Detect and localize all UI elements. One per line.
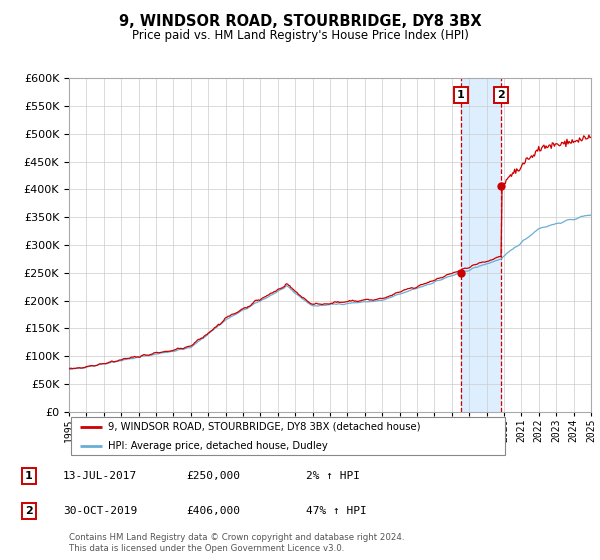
Text: Price paid vs. HM Land Registry's House Price Index (HPI): Price paid vs. HM Land Registry's House …	[131, 29, 469, 42]
Text: 1: 1	[457, 90, 465, 100]
Text: 9, WINDSOR ROAD, STOURBRIDGE, DY8 3BX (detached house): 9, WINDSOR ROAD, STOURBRIDGE, DY8 3BX (d…	[109, 422, 421, 432]
Text: £406,000: £406,000	[186, 506, 240, 516]
Bar	[461, 78, 501, 412]
Text: HPI: Average price, detached house, Dudley: HPI: Average price, detached house, Dudl…	[109, 441, 328, 450]
Text: 2: 2	[25, 506, 32, 516]
Text: 2% ↑ HPI: 2% ↑ HPI	[306, 471, 360, 481]
Text: 2: 2	[497, 90, 505, 100]
Text: 1: 1	[25, 471, 32, 481]
Text: 9, WINDSOR ROAD, STOURBRIDGE, DY8 3BX: 9, WINDSOR ROAD, STOURBRIDGE, DY8 3BX	[119, 14, 481, 29]
Text: 30-OCT-2019: 30-OCT-2019	[63, 506, 137, 516]
FancyBboxPatch shape	[71, 417, 505, 455]
Text: 47% ↑ HPI: 47% ↑ HPI	[306, 506, 367, 516]
Text: 13-JUL-2017: 13-JUL-2017	[63, 471, 137, 481]
Text: This data is licensed under the Open Government Licence v3.0.: This data is licensed under the Open Gov…	[69, 544, 344, 553]
Text: £250,000: £250,000	[186, 471, 240, 481]
Text: Contains HM Land Registry data © Crown copyright and database right 2024.: Contains HM Land Registry data © Crown c…	[69, 533, 404, 542]
